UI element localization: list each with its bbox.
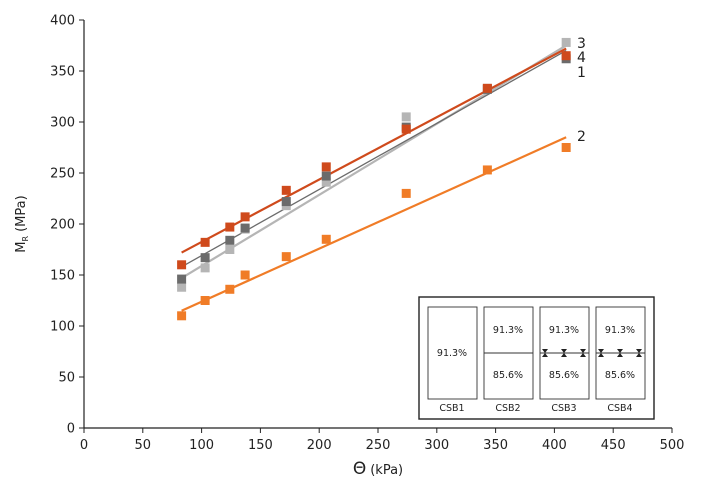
x-tick-label: 100 xyxy=(189,438,214,453)
y-tick-label: 400 xyxy=(50,14,75,29)
x-tick-label: 250 xyxy=(366,438,391,453)
point-series-3 xyxy=(225,245,235,254)
point-series-2 xyxy=(240,270,250,280)
inset-name-csb1: CSB1 xyxy=(439,403,464,414)
y-tick-label: 350 xyxy=(50,65,75,80)
y-tick-label: 150 xyxy=(50,269,75,284)
inset-bottom-csb3: 85.6% xyxy=(549,370,579,381)
x-tick-label: 350 xyxy=(483,438,508,453)
y-ticks: 0 50 100 150 200 250 300 350 400 xyxy=(50,14,84,437)
point-series-4 xyxy=(321,162,331,172)
fit-line-series-2 xyxy=(181,136,567,312)
inset-name-csb3: CSB3 xyxy=(551,403,576,414)
point-series-2 xyxy=(321,234,331,244)
x-tick-label: 400 xyxy=(542,438,567,453)
anchor-marker xyxy=(617,349,623,357)
inset-column-csb4: 91.3% 85.6% CSB4 xyxy=(595,306,646,414)
x-tick-label: 0 xyxy=(80,438,88,453)
point-series-2 xyxy=(200,296,210,305)
inset-box-csb1 xyxy=(427,306,478,400)
y-axis-unit: (MPa) xyxy=(14,195,29,232)
x-axis-title: Θ (kPa) xyxy=(353,459,403,479)
x-tick-label: 500 xyxy=(660,438,685,453)
point-series-1 xyxy=(281,197,291,207)
series-label-4: 4 xyxy=(577,50,586,66)
inset-anchor-markers-csb4 xyxy=(598,349,642,357)
point-series-3 xyxy=(561,37,571,47)
inset-column-csb2: 91.3% 85.6% CSB2 xyxy=(483,306,534,414)
point-series-4 xyxy=(561,51,571,61)
point-series-3 xyxy=(321,177,331,187)
point-series-4 xyxy=(281,185,291,195)
point-series-1 xyxy=(200,253,210,263)
x-ticks: 0 50 100 150 200 250 300 350 400 450 500 xyxy=(80,428,685,453)
point-series-1 xyxy=(177,274,187,284)
inset-bottom-csb4: 85.6% xyxy=(605,370,635,381)
y-axis-title: MR (MPa) xyxy=(14,195,30,252)
point-series-2 xyxy=(177,311,187,321)
y-tick-label: 0 xyxy=(67,422,75,437)
point-series-1 xyxy=(225,235,235,245)
inset-name-csb4: CSB4 xyxy=(607,403,632,414)
y-tick-label: 200 xyxy=(50,218,75,233)
point-series-4 xyxy=(200,237,210,247)
y-tick-label: 300 xyxy=(50,116,75,131)
anchor-marker xyxy=(580,349,586,357)
series-label-2: 2 xyxy=(577,129,586,145)
point-series-4 xyxy=(240,212,250,222)
point-series-3 xyxy=(177,282,187,292)
fit-lines xyxy=(181,44,567,312)
anchor-marker xyxy=(542,349,548,357)
inset-column-csb1: 91.3% CSB1 xyxy=(427,306,478,414)
point-series-1 xyxy=(321,171,331,181)
point-series-4 xyxy=(177,260,187,270)
series-label-1: 1 xyxy=(577,65,586,81)
x-tick-label: 200 xyxy=(307,438,332,453)
y-axis-subscript: R xyxy=(21,235,30,241)
point-series-2 xyxy=(281,252,291,262)
inset-top-csb4: 91.3% xyxy=(605,325,635,336)
series-labels: 3 4 1 2 xyxy=(577,36,586,145)
inset-top-csb2: 91.3% xyxy=(493,325,523,336)
y-axis-symbol: M xyxy=(14,241,29,252)
x-axis-unit: (kPa) xyxy=(370,463,403,478)
anchor-marker xyxy=(598,349,604,357)
inset-top-csb3: 91.3% xyxy=(549,325,579,336)
inset-top-csb1: 91.3% xyxy=(437,348,467,359)
point-series-2 xyxy=(401,188,411,198)
data-points xyxy=(177,37,571,321)
point-series-4 xyxy=(401,124,411,134)
inset-bottom-csb2: 85.6% xyxy=(493,370,523,381)
fit-line-series-3 xyxy=(181,44,567,280)
specimen-inset: 91.3% CSB1 91.3% 85.6% CSB2 91.3% 85.6% … xyxy=(418,296,655,420)
y-tick-label: 250 xyxy=(50,167,75,182)
anchor-marker xyxy=(636,349,642,357)
point-series-2 xyxy=(482,165,492,175)
point-series-1 xyxy=(240,223,250,233)
point-series-2 xyxy=(225,284,235,294)
x-tick-label: 150 xyxy=(248,438,273,453)
inset-column-csb3: 91.3% 85.6% CSB3 xyxy=(539,306,590,414)
x-tick-label: 50 xyxy=(135,438,152,453)
point-series-4 xyxy=(482,83,492,93)
anchor-marker xyxy=(561,349,567,357)
fit-line-series-4 xyxy=(181,47,567,254)
point-series-3 xyxy=(401,112,411,122)
x-axis-symbol: Θ xyxy=(353,459,366,479)
inset-anchor-markers-csb3 xyxy=(542,349,586,357)
inset-name-csb2: CSB2 xyxy=(495,403,520,414)
series-label-3: 3 xyxy=(577,36,586,52)
x-tick-label: 300 xyxy=(424,438,449,453)
fit-line-series-1 xyxy=(181,50,567,268)
point-series-2 xyxy=(561,143,571,152)
point-series-4 xyxy=(225,222,235,232)
x-tick-label: 450 xyxy=(601,438,626,453)
y-tick-label: 100 xyxy=(50,320,75,335)
point-series-3 xyxy=(200,263,210,273)
y-tick-label: 50 xyxy=(58,371,75,386)
